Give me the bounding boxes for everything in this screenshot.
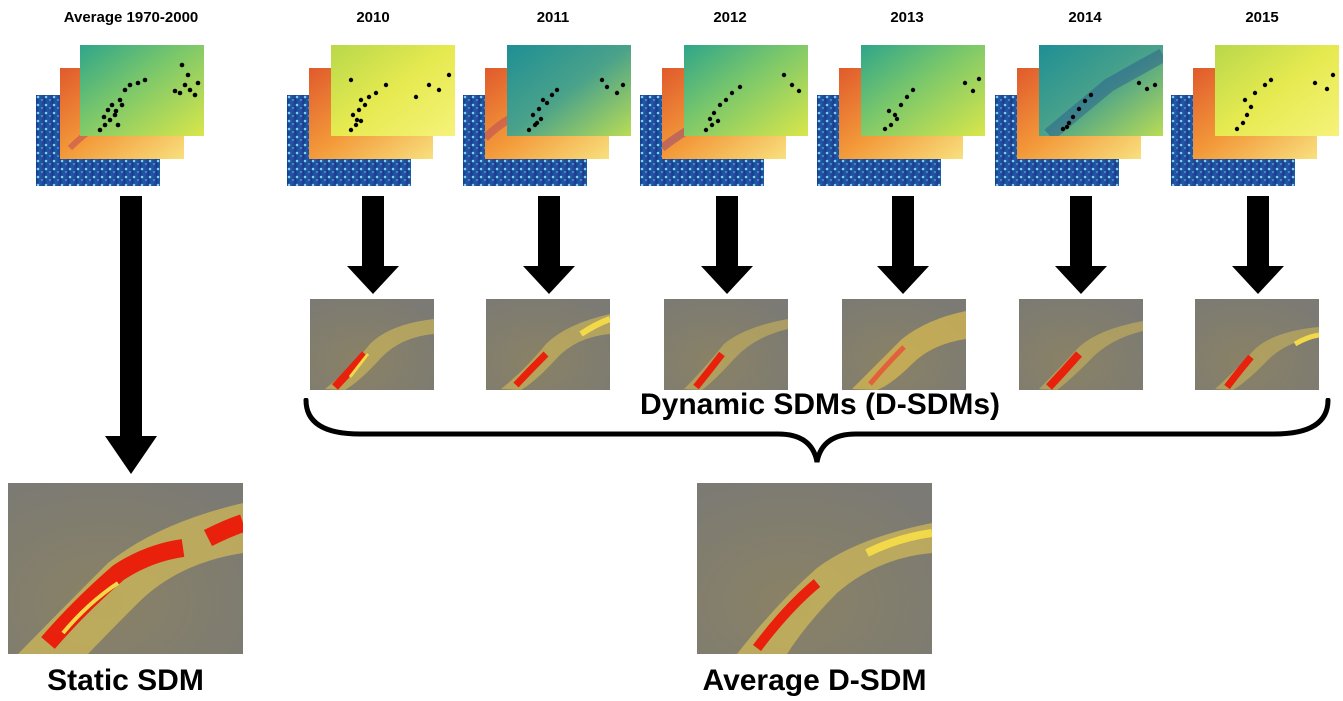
static-sdm-map: [8, 483, 243, 654]
header-year-2010: 2010: [356, 9, 390, 26]
layer-stack-baseline: [36, 45, 216, 187]
arrow-2014: [1055, 196, 1107, 294]
occurrence-layer: [331, 45, 455, 136]
layer-stack-2013: [817, 45, 997, 187]
occurrence-layer: [80, 45, 204, 136]
header-year-2011: 2011: [536, 9, 570, 26]
layer-stack-2010: [287, 45, 467, 187]
arrow-baseline-to-static: [105, 196, 157, 474]
static-sdm-label: Static SDM: [47, 664, 204, 697]
d-sdm-map-2010: [310, 299, 434, 390]
arrow-2010: [347, 196, 399, 294]
occurrence-layer: [684, 45, 808, 136]
average-d-sdm-map: [697, 483, 932, 654]
occurrence-layer: [1039, 45, 1163, 136]
header-year-2013: 2013: [890, 9, 924, 26]
average-d-sdm-label: Average D-SDM: [702, 664, 927, 697]
header-year-2014: 2014: [1068, 9, 1102, 26]
header-year-2015: 2015: [1245, 9, 1279, 26]
d-sdm-map-2011: [486, 299, 610, 390]
layer-stack-2012: [640, 45, 820, 187]
arrow-2011: [523, 196, 575, 294]
grouping-brace: [303, 398, 1331, 463]
layer-stack-2015: [1171, 45, 1343, 187]
layer-stack-2014: [995, 45, 1175, 187]
header-year-2012: 2012: [713, 9, 747, 26]
occurrence-layer: [1215, 45, 1339, 136]
dynamic-sdms-label: Dynamic SDMs (D-SDMs): [639, 388, 1001, 421]
d-sdm-map-2012: [664, 299, 788, 390]
d-sdm-map-2014: [1019, 299, 1143, 390]
arrow-2013: [877, 196, 929, 294]
arrow-2012: [701, 196, 753, 294]
layer-stack-2011: [463, 45, 643, 187]
d-sdm-map-2013: [842, 299, 966, 390]
arrow-2015: [1232, 196, 1284, 294]
occurrence-layer: [861, 45, 985, 136]
occurrence-layer: [507, 45, 631, 136]
header-baseline: Average 1970-2000: [63, 9, 199, 26]
d-sdm-map-2015: [1195, 299, 1319, 390]
